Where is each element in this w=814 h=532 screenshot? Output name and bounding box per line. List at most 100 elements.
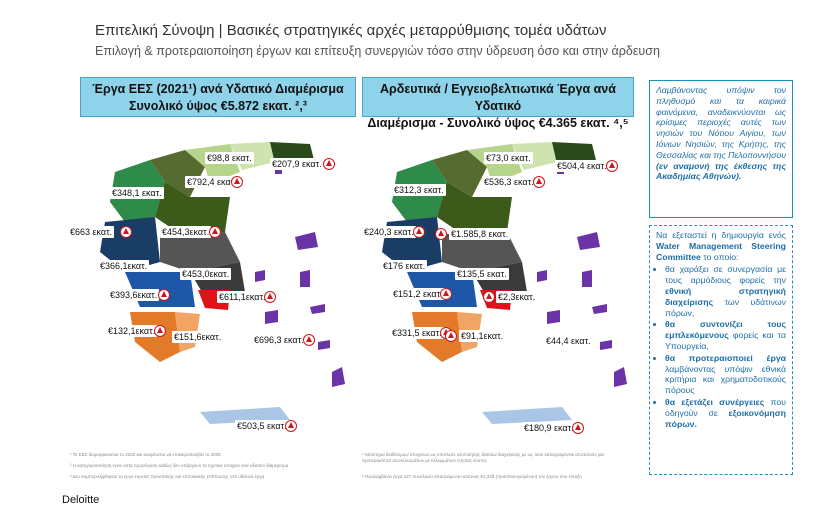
region-e-sterea: [442, 232, 522, 272]
warning-icon: [483, 291, 495, 303]
right-greece-map: €73,0 εκατ. €504,4 εκατ. €536,3 εκατ. €3…: [352, 122, 632, 442]
warning-icon: [285, 420, 297, 432]
right-label-6: €176 εκατ.: [381, 260, 428, 272]
island-naxos: [265, 310, 278, 324]
critical-regions-note: Λαμβάνοντας υπόψιν τον πληθυσμό και τα κ…: [649, 80, 793, 218]
page-subtitle: Επιλογή & προτεραιοποίηση έργων και επίτ…: [95, 44, 660, 58]
bullet-text: θα χαράξει σε συνεργασία με τους αρμόδιο…: [665, 264, 786, 286]
right-panel-header: Αρδευτικά / Εγγειοβελτιωτικά Έργα ανά Υδ…: [362, 77, 634, 130]
bullet-bold: εθνική στρατηγική διαχείρισης: [665, 285, 786, 307]
left-label-8: €393,6εκατ.: [108, 289, 160, 301]
warning-icon: [533, 176, 545, 188]
bullet-text: που οδηγούν σε: [665, 396, 786, 418]
bullet-bold: εξοικονόμηση πόρων.: [665, 407, 786, 429]
warning-icon: [440, 288, 452, 300]
list-item: θα εξετάζει συνέργειες που οδηγούν σε εξ…: [665, 397, 786, 429]
region-e-sterea: [160, 232, 240, 272]
island-andros: [537, 270, 547, 282]
right-label-5: €1.585,8 εκατ.: [449, 228, 511, 240]
warning-icon: [154, 325, 166, 337]
left-label-13: €503,5 εκατ.: [235, 420, 289, 432]
right-label-11: €91,1εκατ.: [459, 330, 506, 342]
right-label-4: €240,3 εκατ.: [362, 226, 416, 238]
page-title: Επιτελική Σύνοψη | Βασικές στρατηγικές α…: [95, 22, 607, 39]
critical-regions-text: Λαμβάνοντας υπόψιν τον πληθυσμό και τα κ…: [656, 85, 786, 160]
warning-icon: [606, 160, 618, 172]
right-label-1: €504,4 εκατ.: [555, 160, 609, 172]
warning-icon: [120, 226, 132, 238]
island-samos: [310, 304, 325, 314]
left-label-3: €348,1 εκατ.: [110, 187, 164, 199]
right-label-7: €135,5 εκατ.: [455, 268, 509, 280]
island-naxos: [547, 310, 560, 324]
island-chios: [582, 270, 592, 287]
list-item: θα συντονίζει τους εμπλεκόμενους φορείς …: [665, 319, 786, 351]
island-andros: [255, 270, 265, 282]
bullet-text: λαμβάνοντας υπόψιν εθνικά κριτήρια και χ…: [665, 363, 786, 396]
regions: [100, 142, 315, 424]
list-item: θα χαράξει σε συνεργασία με τους αρμόδιο…: [665, 264, 786, 318]
warning-icon: [231, 176, 243, 188]
warning-icon: [264, 291, 276, 303]
left-label-5: €454,3εκατ.: [160, 226, 212, 238]
left-label-12: €696,3 εκατ.: [252, 334, 306, 346]
region-thessaly: [155, 182, 230, 234]
left-label-7: €453,0εκατ.: [180, 268, 232, 280]
left-label-10: €132,1εκατ.: [106, 325, 158, 337]
warning-icon: [303, 334, 315, 346]
steering-committee-note: Να εξεταστεί η δημιουργία ενός Water Man…: [649, 225, 793, 475]
island-rhodes: [614, 367, 627, 387]
island-rhodes: [332, 367, 345, 387]
footnote-left-2: ² Η κατηγοριοποίηση έγινε κατά προσέγγισ…: [70, 463, 289, 468]
right-header-line2: Διαμέρισμα - Συνολικό ύψος €4.365 εκατ. …: [367, 116, 629, 130]
right-label-9: €2,3εκατ.: [496, 291, 538, 303]
region-thrace: [552, 142, 597, 164]
islands: [537, 167, 627, 387]
committee-name: Water Management Steering Committee: [656, 240, 786, 262]
left-map-shapes: [100, 142, 345, 424]
left-label-9: €611,1εκατ.: [217, 291, 268, 303]
footnote-right-3: ⁵ Περιλαμβάνει έργα 127 συνολικού απαιτο…: [362, 474, 582, 479]
committee-bullets: θα χαράξει σε συνεργασία με τους αρμόδιο…: [656, 264, 786, 429]
footnote-right-2: προτεραιότητα αποτελεσμάτων με ελλειμμάτ…: [362, 458, 487, 463]
region-w-macedonia: [432, 150, 487, 197]
left-label-2: €792,4 εκατ.: [185, 176, 239, 188]
right-label-3: €312,3 εκατ.: [392, 184, 446, 196]
critical-regions-emphasis: (εν αναμονή της έκθεσης της Ακαδημίας Αθ…: [656, 160, 786, 182]
committee-intro: Να εξεταστεί η δημιουργία ενός Water Man…: [656, 230, 786, 262]
warning-icon: [209, 226, 221, 238]
footnote-left-3: ³ Δεν συμπεριλήφθηκαν τα έργα ευρείας πρ…: [70, 474, 265, 479]
committee-intro-end: το οποίο:: [703, 251, 739, 262]
right-header-line1: Αρδευτικά / Εγγειοβελτιωτικά Έργα ανά Υδ…: [380, 82, 616, 113]
warning-icon: [435, 228, 447, 240]
right-label-12: €44,4 εκατ.: [544, 335, 593, 347]
list-item: θα προτεραιοποιεί έργα λαμβάνοντας υπόψι…: [665, 353, 786, 396]
footnote-right-1: ⁴ Μελέτημα διαθέσιμων στοιχείων ως επιπλ…: [362, 452, 605, 457]
right-label-13: €180,9 εκατ.: [522, 422, 576, 434]
footnote-left-1: ¹ Το ΕΕΣ διαμορφώνεται το 2022 και αναμέ…: [70, 452, 221, 457]
region-crete: [200, 407, 290, 424]
left-header-line2: Συνολικό ύψος €5.872 εκατ. ²,³: [129, 99, 307, 113]
warning-icon: [323, 158, 335, 170]
left-label-6: €366,1εκατ.: [98, 260, 150, 272]
committee-intro-text: Να εξεταστεί η δημιουργία ενός: [656, 230, 786, 240]
bullet-bold: θα συντονίζει τους εμπλεκόμενους: [665, 319, 786, 341]
left-greece-map: €98,8 εκατ. €207,9 εκατ. €792,4 εκατ. €3…: [68, 122, 350, 442]
bullet-bold: θα εξετάζει συνέργειες: [665, 396, 765, 407]
left-label-1: €207,9 εκατ.: [270, 158, 324, 170]
warning-icon: [572, 422, 584, 434]
left-header-line1: Έργα ΕΕΣ (2021¹) ανά Υδατικό Διαμέρισμα: [92, 82, 344, 96]
right-label-2: €536,3 εκατ.: [482, 176, 536, 188]
bullet-bold: θα προτεραιοποιεί έργα: [665, 352, 786, 363]
left-label-4: €663 εκατ.: [68, 226, 115, 238]
island-lesvos: [577, 232, 600, 250]
brand-logo: Deloitte: [62, 494, 100, 506]
warning-icon: [413, 226, 425, 238]
island-chios: [300, 270, 310, 287]
bullet-text: φορείς και τα Υπουργεία,: [665, 330, 787, 351]
warning-icon: [158, 289, 170, 301]
left-label-0: €98,8 εκατ.: [205, 152, 254, 164]
region-s-peloponnese: [130, 312, 180, 362]
region-crete: [482, 407, 572, 424]
region-thessaly: [437, 182, 512, 234]
